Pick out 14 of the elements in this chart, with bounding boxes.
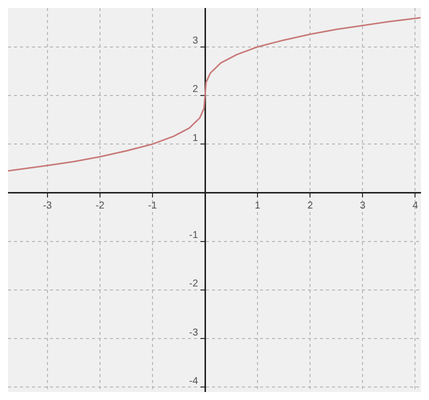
y-tick-label: -4 [189, 376, 198, 387]
x-tick-label: 4 [412, 200, 418, 212]
x-tick-label: -3 [42, 200, 52, 212]
y-tick-label: 2 [192, 84, 198, 96]
x-tick-label: 2 [307, 200, 314, 212]
y-tick-label: 1 [192, 132, 198, 144]
y-tick-label: -1 [189, 230, 198, 242]
x-tick-label: -2 [96, 200, 105, 212]
x-tick-label: 1 [254, 200, 261, 212]
y-tick-label: -2 [189, 278, 198, 290]
y-tick-label: -3 [189, 327, 198, 338]
x-tick-label: 3 [360, 200, 366, 212]
y-tick-label: 3 [192, 36, 198, 47]
x-tick-label: -1 [148, 200, 158, 212]
